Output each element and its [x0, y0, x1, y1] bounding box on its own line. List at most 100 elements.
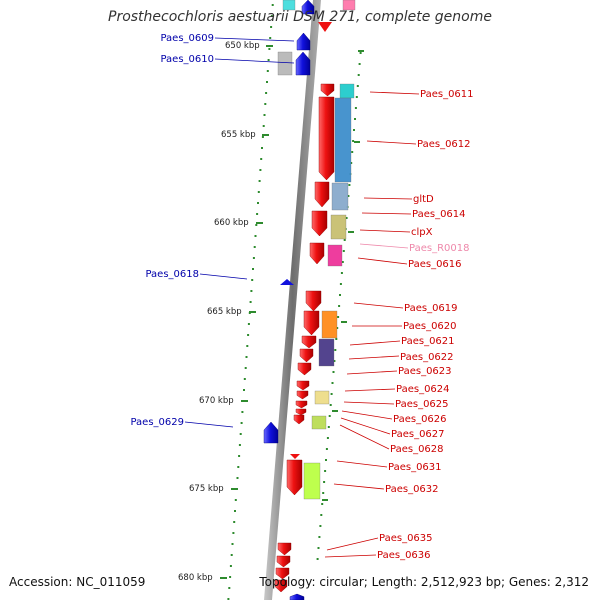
tick-dot — [357, 74, 360, 76]
tick-dot — [347, 195, 350, 197]
tick-dot — [241, 411, 244, 413]
scale-labels: 650 kbp 655 kbp 660 kbp 665 kbp 670 kbp … — [178, 41, 260, 583]
gene-label[interactable]: Paes_0621 — [401, 336, 455, 347]
tick-dot — [332, 371, 335, 373]
tick-dot — [337, 316, 340, 318]
tick-dot — [345, 217, 348, 219]
gene-label[interactable]: Paes_0626 — [393, 414, 447, 425]
tick-dot — [334, 349, 337, 351]
tick-dot — [261, 136, 264, 138]
right-gene-labels: Paes_0611 Paes_0612 gltD Paes_0614 clpX … — [377, 89, 474, 561]
major-tick — [348, 231, 354, 233]
tick-dot — [330, 393, 333, 395]
cog-bar — [321, 310, 338, 339]
leader-line — [340, 417, 391, 435]
gene-label[interactable]: Paes_0623 — [398, 366, 452, 377]
gene-label[interactable]: Paes_0622 — [400, 352, 454, 363]
tick-dot — [234, 510, 236, 512]
gene-label[interactable]: Paes_0610 — [160, 54, 214, 65]
tick-dot — [263, 114, 266, 116]
gene-label[interactable]: Paes_0631 — [388, 462, 442, 473]
tick-dot — [247, 334, 250, 336]
leader-line — [359, 229, 411, 233]
leader-line — [333, 483, 385, 490]
tick-dot — [258, 180, 261, 182]
tick-dot — [244, 367, 247, 369]
cog-bar — [330, 214, 347, 240]
tick-dot — [245, 356, 248, 358]
tick-dot — [257, 202, 259, 204]
tick-dot — [243, 378, 246, 380]
gene-label[interactable]: Paes_0616 — [408, 259, 462, 270]
gene-label[interactable]: Paes_0618 — [145, 269, 199, 280]
tick-dot — [249, 301, 252, 303]
tick-dot — [250, 290, 253, 292]
gene-label[interactable]: Paes_0611 — [420, 89, 474, 100]
forward-gene — [314, 181, 330, 208]
tick-dot — [326, 437, 329, 439]
tick-dot — [253, 246, 256, 248]
forward-gene — [277, 542, 292, 556]
gene-label[interactable]: Paes_0629 — [130, 417, 184, 428]
gene-label[interactable]: Paes_0628 — [390, 444, 444, 455]
gene-label[interactable]: clpX — [411, 227, 433, 238]
gene-label[interactable]: Paes_0609 — [160, 33, 214, 44]
cog-bar — [282, 0, 296, 11]
tick-dot — [341, 261, 344, 263]
scale-label: 665 kbp — [207, 307, 242, 317]
major-tick — [358, 50, 364, 52]
tick-dot — [321, 503, 324, 505]
tick-dot — [260, 158, 263, 160]
cog-bar — [331, 182, 349, 211]
tick-dot — [342, 250, 345, 252]
gene-label[interactable]: Paes_0612 — [417, 139, 471, 150]
tick-dot — [228, 587, 231, 589]
tick-dot — [254, 235, 257, 237]
gene-label[interactable]: Paes_0614 — [412, 209, 466, 220]
gene-label[interactable]: Paes_0635 — [379, 533, 433, 544]
scale-ticks — [220, 45, 364, 579]
accession-text: Accession: NC_011059 — [9, 575, 146, 589]
tick-dot — [238, 455, 241, 457]
reverse-gene — [301, 0, 315, 15]
leader-line — [361, 212, 412, 215]
gene-label[interactable]: Paes_0632 — [385, 484, 439, 495]
gene-label[interactable]: Paes_0636 — [377, 550, 431, 561]
tick-dot — [234, 499, 237, 501]
gene-label[interactable]: Paes_0627 — [391, 429, 445, 440]
leader-line — [199, 273, 248, 280]
major-tick — [220, 577, 227, 579]
tick-dot — [322, 492, 325, 494]
tick-dot — [339, 294, 341, 296]
gene-label[interactable]: Paes_0625 — [395, 399, 449, 410]
reverse-gene — [296, 32, 311, 51]
gene-label[interactable]: Paes_R0018 — [409, 243, 469, 254]
leader-line — [341, 410, 393, 420]
major-tick — [341, 321, 347, 323]
leader-line — [348, 355, 400, 360]
gene-label[interactable]: Paes_0624 — [396, 384, 450, 395]
gene-label[interactable]: Paes_0620 — [403, 321, 457, 332]
scale-label: 680 kbp — [178, 573, 213, 583]
tick-dot — [355, 96, 358, 98]
tick-dot — [354, 118, 356, 120]
tick-dot — [331, 382, 334, 384]
forward-gene — [295, 408, 307, 416]
scale-label: 670 kbp — [199, 396, 234, 406]
leader-line — [353, 302, 404, 309]
forward-gene — [301, 335, 317, 349]
gene-label[interactable]: gltD — [413, 194, 434, 205]
forward-gene — [318, 96, 335, 181]
tick-dot — [266, 81, 268, 83]
tick-dot — [251, 279, 254, 281]
tick-dot — [316, 558, 319, 560]
tick-dot — [271, 4, 274, 6]
major-tick — [231, 488, 238, 490]
scale-label: 675 kbp — [189, 484, 224, 494]
forward-gene — [299, 348, 314, 363]
forward-gene — [318, 22, 332, 32]
tick-dot — [329, 404, 332, 406]
gene-label[interactable]: Paes_0619 — [404, 303, 458, 314]
forward-gene — [274, 579, 288, 593]
